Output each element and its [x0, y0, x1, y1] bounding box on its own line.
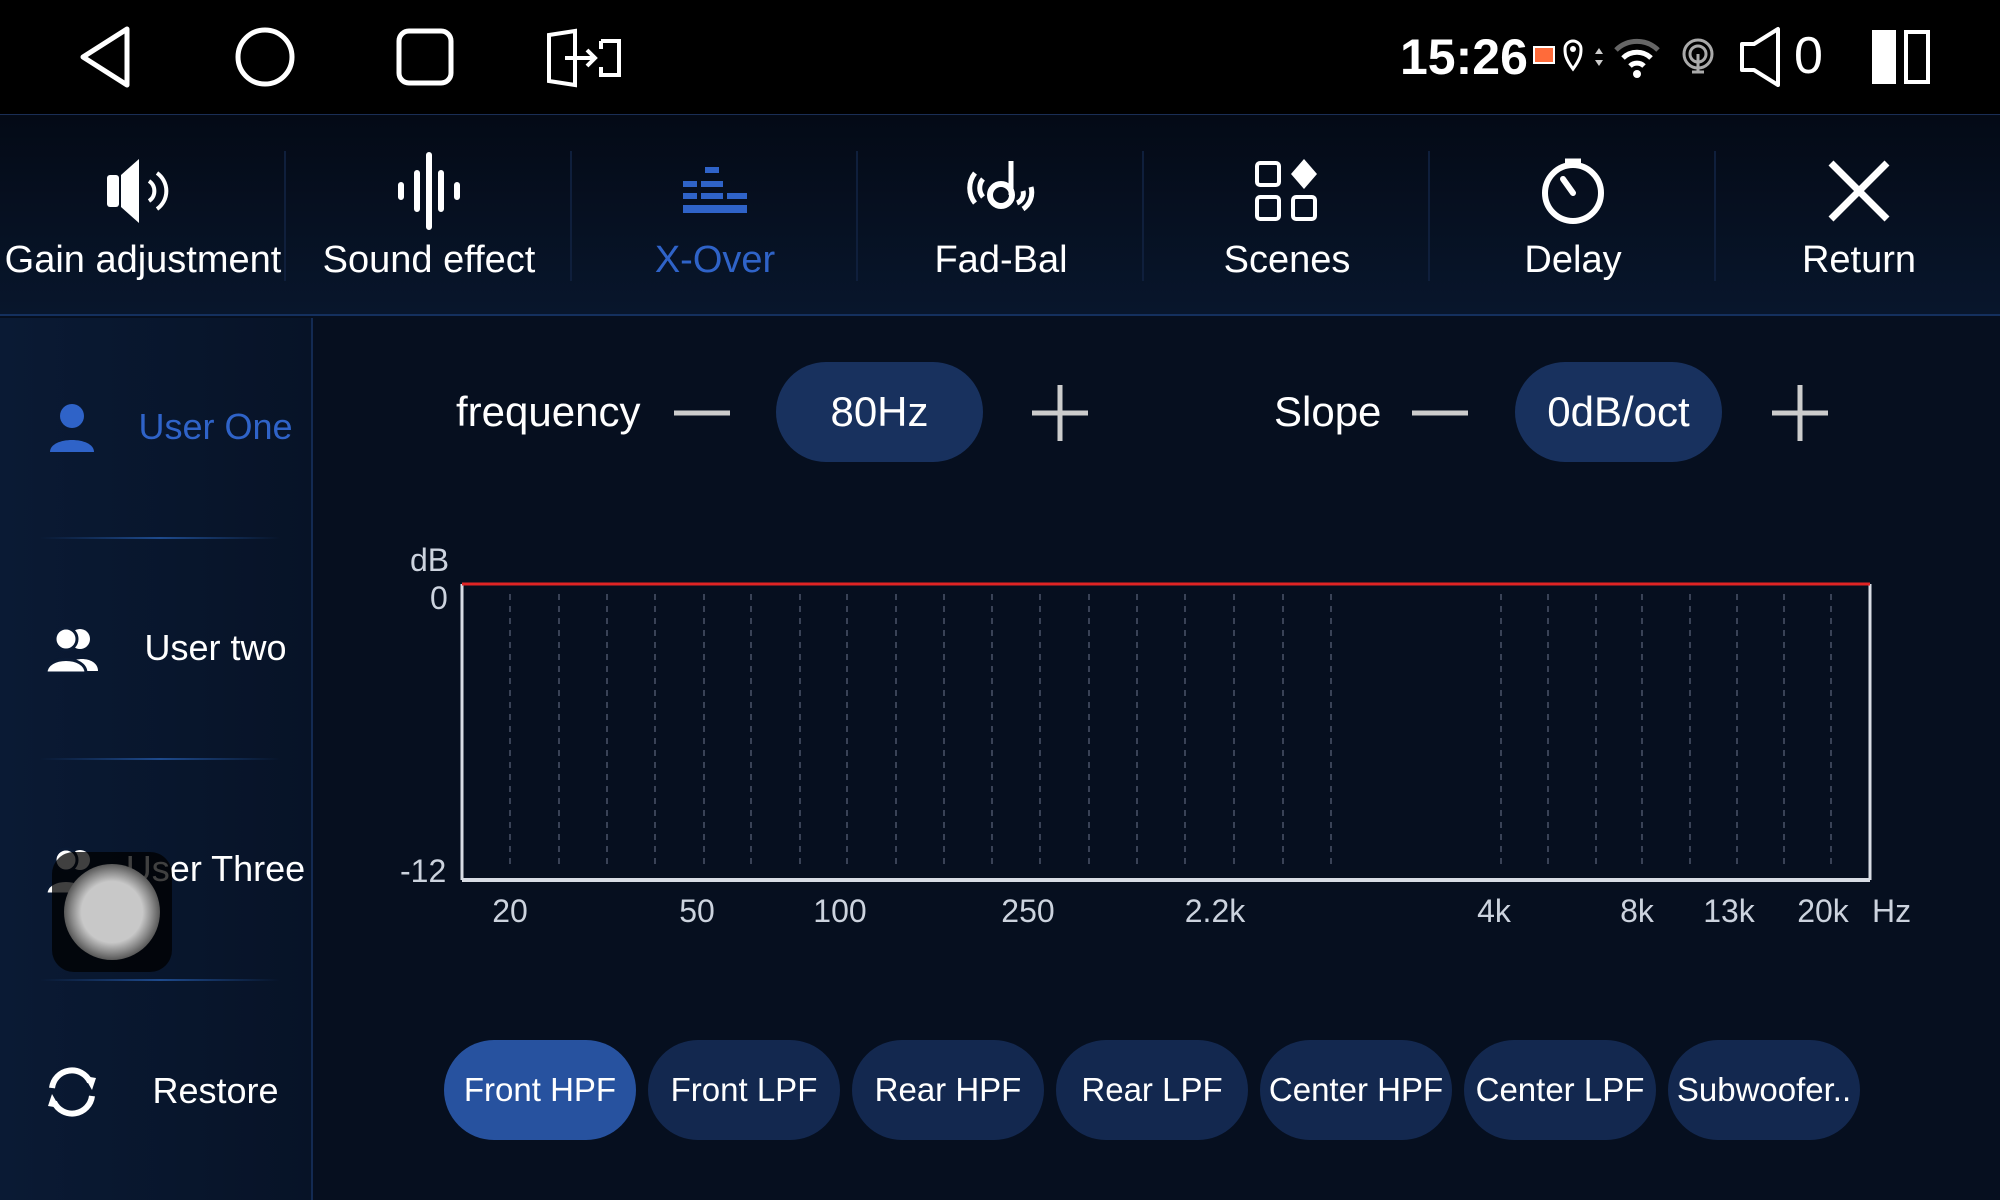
x-tick-label: 4k — [1477, 893, 1511, 929]
x-tick-label: 8k — [1620, 893, 1654, 929]
x-tick-label: 250 — [1001, 893, 1055, 929]
tab-label: Sound effect — [322, 239, 536, 281]
users-icon — [44, 626, 98, 675]
tab-fad-bal[interactable]: Fad-Bal — [858, 115, 1144, 315]
tab-gain-adjustment[interactable]: Gain adjustment — [0, 115, 286, 315]
x-tick-label: 20k — [1797, 893, 1849, 929]
close-icon — [1828, 160, 1890, 222]
tab-label: X-Over — [654, 239, 776, 281]
wifi-icon — [1614, 38, 1660, 78]
frequency-increase-button[interactable] — [1030, 383, 1090, 443]
tab-label: Gain adjustment — [4, 239, 282, 281]
sidebar-item-restore[interactable]: Restore — [0, 1032, 313, 1152]
frequency-value[interactable]: 80Hz — [776, 362, 983, 462]
assistive-touch-button[interactable] — [52, 852, 172, 972]
sidebar-item-user-two[interactable]: User two — [0, 589, 313, 709]
slope-increase-button[interactable] — [1770, 383, 1830, 443]
y-axis-label: dB — [410, 542, 450, 578]
home-icon[interactable] — [233, 25, 297, 89]
sidebar-item-user-one[interactable]: User One — [0, 368, 313, 488]
cast-icon — [1533, 46, 1555, 64]
tab-bar: Gain adjustment Sound effect X-Over Fad-… — [0, 114, 2000, 316]
tab-delay[interactable]: Delay — [1430, 115, 1716, 315]
channel-rear-lpf[interactable]: Rear LPF — [1056, 1040, 1248, 1140]
x-tick-label: 100 — [813, 893, 867, 929]
back-icon[interactable] — [75, 25, 135, 89]
x-tick-label: 13k — [1703, 893, 1755, 929]
frequency-label: frequency — [456, 388, 641, 435]
tab-sound-effect[interactable]: Sound effect — [286, 115, 572, 315]
sidebar: User One User two User Three Restore — [0, 318, 313, 1200]
tab-label: Scenes — [1223, 239, 1351, 281]
volume-level: 0 — [1794, 27, 1823, 85]
slope-value[interactable]: 0dB/oct — [1515, 362, 1722, 462]
restore-icon — [48, 1067, 96, 1117]
data-arrows-icon — [1595, 48, 1603, 66]
x-axis-label: Hz — [1872, 893, 1912, 929]
slope-decrease-button[interactable] — [1410, 388, 1470, 438]
x-tick-label: 20 — [492, 893, 528, 929]
tab-label: Return — [1801, 239, 1917, 281]
fader-balance-icon — [967, 161, 1035, 212]
clock: 15:26 — [1400, 29, 1528, 85]
tab-x-over[interactable]: X-Over — [572, 115, 858, 315]
status-bar: 15:26 0 — [0, 0, 2000, 114]
recents-icon[interactable] — [395, 27, 455, 87]
slope-label: Slope — [1274, 388, 1382, 435]
waveform-icon — [398, 152, 460, 230]
frequency-decrease-button[interactable] — [672, 388, 732, 438]
tab-scenes[interactable]: Scenes — [1144, 115, 1430, 315]
channel-center-lpf[interactable]: Center LPF — [1464, 1040, 1656, 1140]
channel-center-hpf[interactable]: Center HPF — [1260, 1040, 1452, 1140]
tab-label: Fad-Bal — [934, 239, 1068, 281]
tab-label: Delay — [1524, 239, 1622, 281]
screen-split-icon[interactable] — [545, 27, 625, 89]
hotspot-icon — [1682, 38, 1714, 74]
tab-return[interactable]: Return — [1716, 115, 2000, 315]
sidebar-item-label: User One — [138, 406, 293, 447]
x-tick-label: 50 — [679, 893, 715, 929]
speaker-icon[interactable] — [1738, 26, 1786, 88]
user-icon — [50, 404, 94, 452]
y-tick-label: -12 — [400, 853, 447, 889]
channel-rear-hpf[interactable]: Rear HPF — [852, 1040, 1044, 1140]
channel-front-lpf[interactable]: Front LPF — [648, 1040, 840, 1140]
sidebar-item-label: User two — [144, 627, 287, 668]
speaker-icon — [107, 159, 169, 223]
scenes-grid-icon — [1255, 159, 1317, 221]
split-screen-icon[interactable] — [1870, 28, 1932, 86]
sidebar-item-label: Restore — [152, 1070, 279, 1111]
x-tick-label: 2.2k — [1184, 893, 1246, 929]
channel-front-hpf[interactable]: Front HPF — [444, 1040, 636, 1140]
channel-subwoofer[interactable]: Subwoofer.. — [1668, 1040, 1860, 1140]
y-tick-label: 0 — [430, 580, 448, 616]
equalizer-bars-icon — [683, 167, 747, 213]
timer-icon — [1542, 158, 1604, 224]
location-icon — [1563, 39, 1583, 72]
